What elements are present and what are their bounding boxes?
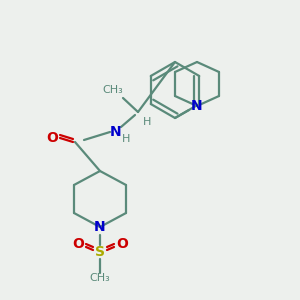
Text: H: H xyxy=(122,134,130,144)
Text: O: O xyxy=(46,131,58,145)
Text: CH₃: CH₃ xyxy=(103,85,123,95)
Text: CH₃: CH₃ xyxy=(90,273,110,283)
Text: H: H xyxy=(143,117,151,127)
Text: S: S xyxy=(95,245,105,259)
Text: O: O xyxy=(72,237,84,251)
Text: N: N xyxy=(110,125,122,139)
Text: N: N xyxy=(191,99,203,113)
Text: O: O xyxy=(116,237,128,251)
Text: N: N xyxy=(94,220,106,234)
